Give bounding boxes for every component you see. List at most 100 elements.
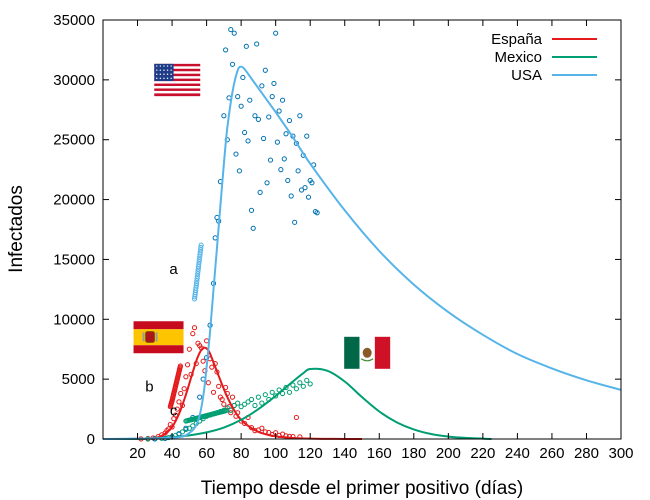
data-point bbox=[260, 135, 267, 142]
flag-star bbox=[166, 77, 169, 80]
data-point bbox=[245, 399, 251, 405]
flag-emblem bbox=[362, 347, 372, 358]
data-point bbox=[297, 380, 303, 386]
series-line bbox=[102, 367, 492, 440]
flag-coat-of-arms bbox=[145, 331, 155, 343]
y-tick-label: 35000 bbox=[53, 12, 95, 29]
flag-stripe bbox=[154, 88, 201, 92]
annotation-label: a bbox=[169, 261, 178, 278]
legend-label: USA bbox=[511, 67, 542, 84]
fit-band-point bbox=[194, 278, 200, 284]
flag-pillar bbox=[142, 332, 145, 342]
flag-band bbox=[344, 336, 360, 369]
flag-stripe bbox=[154, 68, 201, 72]
data-point bbox=[241, 420, 248, 427]
flag-star bbox=[163, 73, 165, 75]
legend-label: España bbox=[491, 31, 543, 48]
flag-star bbox=[156, 65, 158, 67]
data-point bbox=[186, 346, 192, 352]
x-tick-label: 80 bbox=[233, 445, 250, 462]
flag-star bbox=[166, 69, 169, 71]
data-point bbox=[255, 394, 261, 400]
flag-pillar bbox=[155, 332, 158, 342]
flag-stripe bbox=[154, 90, 201, 94]
data-point bbox=[241, 401, 248, 407]
flag-stripe bbox=[154, 93, 201, 97]
plot-frame bbox=[102, 19, 622, 440]
fit-band-point bbox=[197, 254, 203, 260]
flag-star bbox=[156, 73, 158, 75]
flag-star bbox=[159, 65, 162, 67]
data-point bbox=[295, 168, 301, 174]
y-tick-label: 20000 bbox=[53, 192, 95, 209]
data-point bbox=[221, 401, 227, 407]
data-point bbox=[279, 97, 286, 103]
data-point bbox=[183, 425, 189, 431]
fit-band-point bbox=[196, 256, 203, 263]
flag-band bbox=[133, 321, 184, 330]
data-point bbox=[259, 400, 265, 406]
data-point bbox=[286, 117, 293, 124]
y-tick-label: 10000 bbox=[53, 311, 95, 328]
data-point bbox=[245, 138, 251, 144]
x-axis-title: Tiempo desde el primer positivo (días) bbox=[201, 478, 523, 499]
data-point bbox=[269, 389, 275, 395]
data-point bbox=[209, 364, 215, 370]
data-point bbox=[248, 396, 255, 403]
data-point bbox=[255, 116, 261, 122]
data-point bbox=[302, 185, 308, 191]
fit-band-point bbox=[196, 259, 202, 265]
flag-stripe bbox=[154, 83, 201, 87]
data-point bbox=[228, 26, 234, 33]
data-point bbox=[248, 207, 255, 213]
data-point bbox=[179, 429, 186, 435]
fit-band-point bbox=[195, 264, 202, 270]
data-point bbox=[264, 180, 270, 186]
data-point bbox=[238, 103, 244, 109]
data-point bbox=[274, 139, 280, 145]
flag-star bbox=[166, 73, 169, 75]
x-tick-label: 240 bbox=[505, 445, 530, 462]
data-point bbox=[304, 133, 310, 139]
annotation-label: b bbox=[145, 378, 153, 395]
flag-stripe bbox=[154, 73, 201, 77]
data-point bbox=[240, 74, 246, 81]
data-point bbox=[281, 156, 287, 162]
flag-star bbox=[159, 73, 162, 75]
flag-star bbox=[163, 69, 165, 71]
usa-flag-icon bbox=[154, 63, 201, 97]
data-point bbox=[174, 406, 180, 412]
fit-band-point bbox=[223, 407, 229, 414]
x-tick-label: 120 bbox=[298, 445, 323, 462]
y-tick-label: 30000 bbox=[53, 72, 95, 89]
data-point bbox=[190, 331, 196, 337]
legend-label: Mexico bbox=[494, 49, 542, 66]
data-point bbox=[210, 389, 217, 395]
data-point bbox=[235, 400, 241, 406]
data-point bbox=[238, 404, 244, 410]
data-point bbox=[233, 151, 239, 157]
data-point bbox=[276, 108, 282, 114]
data-point bbox=[314, 210, 320, 216]
x-tick-label: 20 bbox=[129, 445, 146, 462]
flag-stripe bbox=[154, 63, 201, 67]
flag-star bbox=[156, 69, 158, 71]
x-tick-label: 280 bbox=[574, 445, 599, 462]
flags-layer bbox=[133, 63, 391, 369]
data-point bbox=[305, 194, 312, 200]
data-point bbox=[250, 225, 256, 231]
fit-band-point bbox=[193, 280, 200, 286]
data-point bbox=[197, 394, 203, 400]
flag-band bbox=[374, 336, 391, 369]
data-point bbox=[259, 425, 265, 431]
x-tick-label: 200 bbox=[436, 445, 461, 462]
data-point bbox=[219, 396, 225, 403]
annotation-label: c bbox=[170, 402, 178, 419]
data-point bbox=[267, 157, 274, 163]
data-point bbox=[271, 80, 277, 87]
data-point bbox=[236, 168, 243, 174]
annotations-layer: a bc bbox=[145, 261, 178, 419]
flag-star bbox=[170, 65, 172, 67]
data-point bbox=[185, 362, 191, 368]
